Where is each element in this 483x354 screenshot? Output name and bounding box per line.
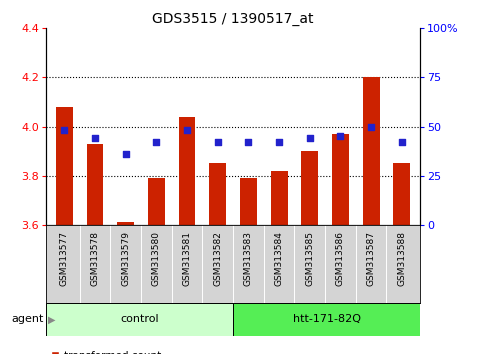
- Text: GSM313580: GSM313580: [152, 231, 161, 286]
- Point: [60, 128, 68, 133]
- Legend: transformed count, percentile rank within the sample: transformed count, percentile rank withi…: [51, 351, 240, 354]
- Text: GSM313586: GSM313586: [336, 231, 345, 286]
- Point: [91, 136, 99, 141]
- Text: agent: agent: [11, 314, 43, 325]
- Bar: [270, 171, 287, 225]
- Text: GSM313584: GSM313584: [274, 231, 284, 286]
- Bar: [86, 144, 103, 225]
- Text: control: control: [120, 314, 159, 325]
- Bar: [179, 117, 196, 225]
- Text: ▶: ▶: [48, 314, 56, 325]
- Bar: [46, 303, 233, 336]
- Text: GSM313588: GSM313588: [398, 231, 406, 286]
- Point: [367, 124, 375, 129]
- Point: [122, 151, 129, 157]
- Bar: [301, 151, 318, 225]
- Text: GSM313577: GSM313577: [60, 231, 69, 286]
- Bar: [393, 164, 410, 225]
- Point: [153, 139, 160, 145]
- Point: [306, 136, 313, 141]
- Bar: [148, 178, 165, 225]
- Bar: [56, 107, 73, 225]
- Bar: [240, 178, 257, 225]
- Bar: [233, 303, 420, 336]
- Text: GSM313581: GSM313581: [183, 231, 192, 286]
- Text: GSM313578: GSM313578: [90, 231, 99, 286]
- Point: [337, 133, 344, 139]
- Text: GSM313585: GSM313585: [305, 231, 314, 286]
- Bar: [117, 222, 134, 225]
- Point: [214, 139, 222, 145]
- Bar: [363, 78, 380, 225]
- Point: [275, 139, 283, 145]
- Text: htt-171-82Q: htt-171-82Q: [293, 314, 361, 325]
- Text: GSM313587: GSM313587: [367, 231, 376, 286]
- Text: GSM313579: GSM313579: [121, 231, 130, 286]
- Bar: [332, 134, 349, 225]
- Title: GDS3515 / 1390517_at: GDS3515 / 1390517_at: [152, 12, 314, 26]
- Bar: [209, 164, 226, 225]
- Point: [398, 139, 406, 145]
- Text: GSM313583: GSM313583: [244, 231, 253, 286]
- Point: [244, 139, 252, 145]
- Point: [183, 128, 191, 133]
- Text: GSM313582: GSM313582: [213, 231, 222, 286]
